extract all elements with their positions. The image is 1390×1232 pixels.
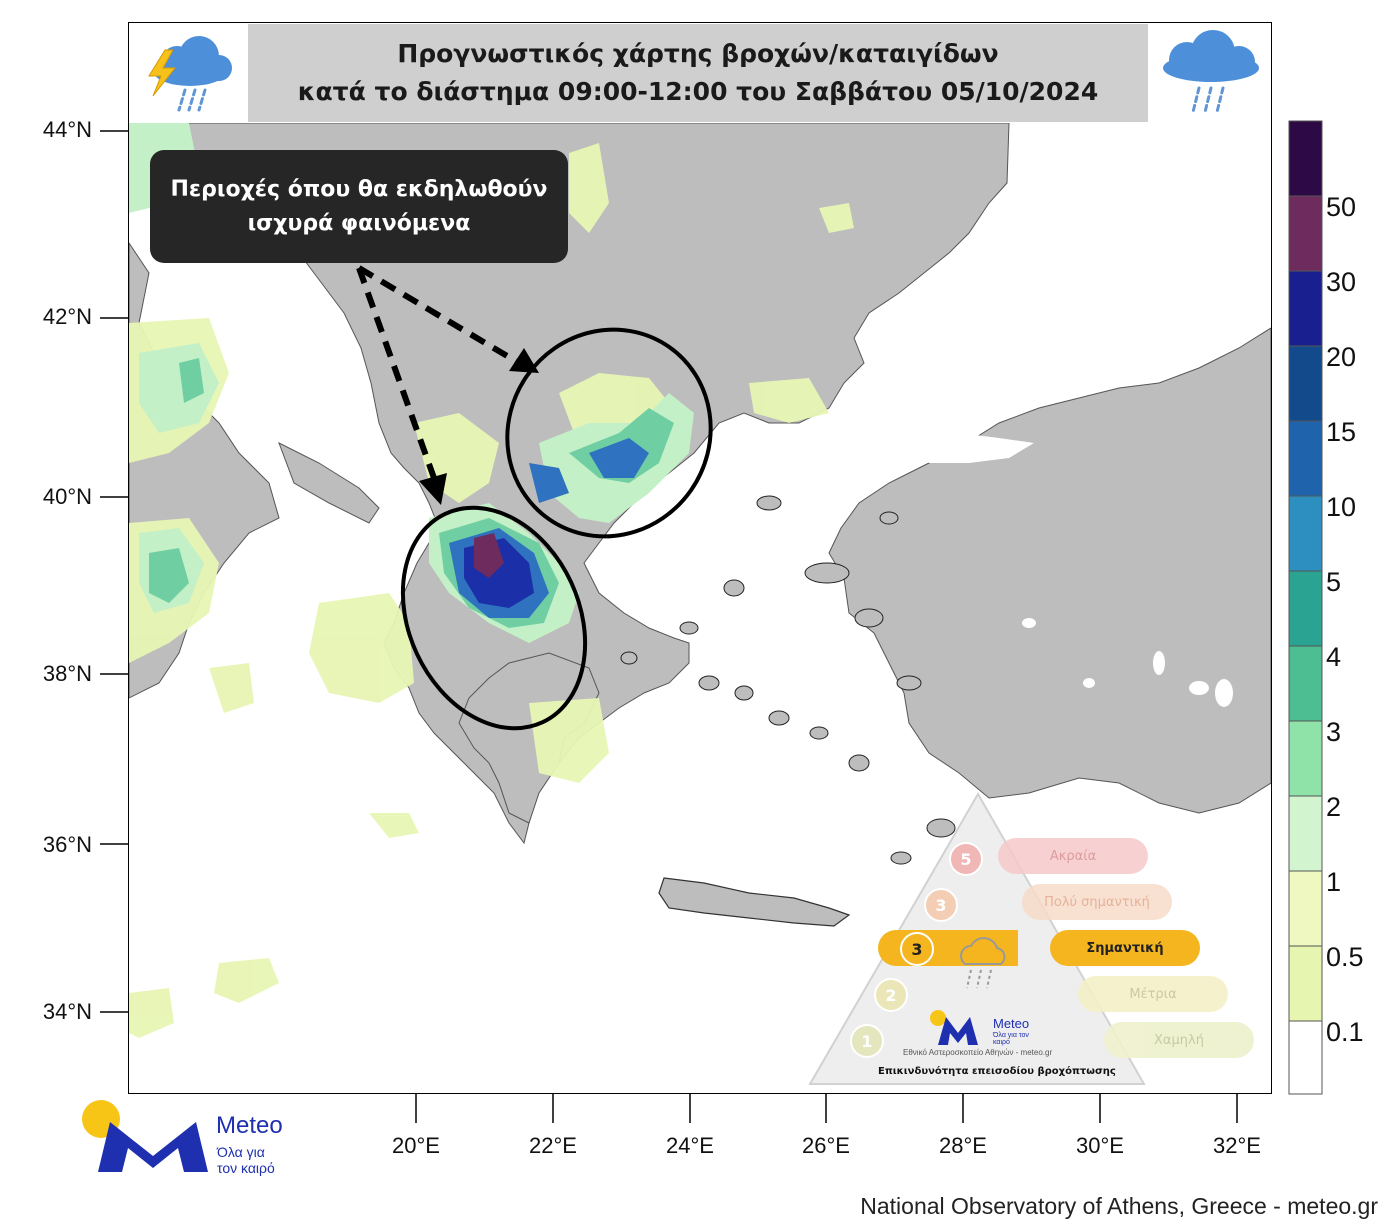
callout-box: Περιοχές όπου θα εκδηλωθούν ισχυρά φαινό… [150,150,568,263]
lat-label-44: 44°N [42,117,92,142]
colorbar-bin-20-30 [1288,270,1323,347]
risk-level-5-badge: 5 [949,842,983,876]
risk-scale: Ακραία 5 Πολύ σημαντική 3 Σημαντική 3 Μέ… [808,792,1258,1090]
colorbar-label-2: 2 [1326,792,1342,822]
lat-label-42: 42°N [42,304,92,329]
rain-extreme [474,533,504,578]
risk-level-2-pill: Μέτρια [1078,976,1228,1012]
colorbar-bin-01-05 [1288,945,1323,1022]
arrow-head-1 [509,348,539,373]
colorbar-label-30: 30 [1326,267,1357,297]
colorbar-label-15: 15 [1326,417,1357,447]
colorbar-label-1: 1 [1326,867,1342,897]
risk-level-1-badge: 1 [850,1024,884,1058]
land-turkey [828,327,1271,814]
land-italy-heel [278,441,380,524]
lakes [1022,618,1233,707]
risk-level-3-badge: 3 [900,932,934,966]
colorbar-label-01: 0.1 [1326,1017,1364,1047]
colorbar-label-05: 0.5 [1326,942,1364,972]
colorbar-label-5: 5 [1326,567,1342,597]
credit-line: National Observatory of Athens, Greece -… [860,1193,1378,1219]
risk-level-5-label: Ακραία [1049,848,1097,864]
colorbar-bin-10-15 [1288,420,1323,497]
risk-level-2-label: Μέτρια [1129,986,1177,1002]
land-crete [658,877,851,927]
lat-label-40: 40°N [42,484,92,509]
colorbar-bin-50plus [1288,120,1323,197]
brand-m-icon [98,1122,208,1172]
colorbar-bin-2-3 [1288,720,1323,797]
lon-label-24: 24°E [666,1133,714,1158]
colorbar-label-10: 10 [1326,492,1357,522]
rain-cloud-icon [1163,30,1259,114]
risk-level-3-label: Σημαντική [1086,940,1164,956]
highlight-ellipse-west [400,505,588,731]
colorbar-bin-05-1 [1288,870,1323,947]
colorbar-bin-0-01 [1288,1020,1323,1095]
colorbar-bin-5-10 [1288,495,1323,572]
logo-brand: Meteo [216,1112,283,1139]
brand-m-icon [938,1017,978,1045]
lon-label-26: 26°E [802,1133,850,1158]
risk-brand: Meteo [993,1016,1030,1031]
risk-level-3-pill: Σημαντική [1050,930,1200,966]
colorbar-bin-3-4 [1288,645,1323,722]
storm-cloud-icon [148,36,232,112]
risk-level-5-pill: Ακραία [998,838,1148,874]
colorbar-bin-1-2 [1288,795,1323,872]
colorbar-bin-15-20 [1288,345,1323,422]
meteo-logo: Meteo Όλα για τον καιρό [80,1100,310,1180]
risk-level-4-pill: Πολύ σημαντική [1022,884,1172,920]
logo-tagline-2: τον καιρό [217,1160,275,1176]
lat-ticks [100,130,129,1013]
lon-label-22: 22°E [529,1133,577,1158]
risk-title: Επικινδυνότητα επεισοδίου βροχόπτωσης [878,1066,1116,1077]
colorbar-label-4: 4 [1326,642,1342,672]
risk-level-1-pill: Χαμηλή [1104,1022,1254,1058]
colorbar-label-3: 3 [1326,717,1342,747]
colorbar-bin-30-50 [1288,195,1323,272]
lon-label-32: 32°E [1213,1133,1261,1158]
title-line-1: Προγνωστικός χάρτης βροχών/καταιγίδων [397,39,999,68]
lat-label-34: 34°N [42,999,92,1024]
colorbar [1288,120,1323,1095]
colorbar-label-20: 20 [1326,342,1357,372]
colorbar-label-50: 50 [1326,192,1357,222]
risk-level-4-label: Πολύ σημαντική [1044,894,1150,910]
lon-label-28: 28°E [939,1133,987,1158]
risk-brand-small: Όλα για τον καιρό [993,1032,1029,1046]
land-peloponnese [458,652,600,824]
title-line-2: κατά το διάστημα 09:00-12:00 του Σαββάτο… [297,77,1099,106]
risk-institute: Εθνικό Αστεροσκοπείο Αθηνών - meteo.gr [903,1048,1053,1057]
lon-label-20: 20°E [392,1133,440,1158]
map-frame [128,22,1272,1094]
callout-line-1: Περιοχές όπου θα εκδηλωθούν [170,176,548,202]
lon-ticks [415,1093,1238,1123]
colorbar-bin-4-5 [1288,570,1323,647]
lon-label-30: 30°E [1076,1133,1124,1158]
callout-arrows [356,265,521,480]
rain-cloud-icon [960,937,1006,989]
risk-level-2-badge: 2 [874,978,908,1012]
highlight-ellipse-north [505,327,713,539]
arrow-head-2 [419,473,447,505]
risk-level-4-badge: 3 [924,888,958,922]
sun-icon [930,1010,946,1026]
lat-label-36: 36°N [42,832,92,857]
logo-tagline-1: Όλα για [217,1144,265,1160]
lat-label-38: 38°N [42,661,92,686]
title-box: Προγνωστικός χάρτης βροχών/καταιγίδων κα… [248,24,1148,122]
risk-level-1-label: Χαμηλή [1154,1032,1204,1048]
callout-line-2: ισχυρά φαινόμενα [247,210,471,236]
aegean-islands [620,495,956,865]
sea-marmara [909,433,1034,463]
